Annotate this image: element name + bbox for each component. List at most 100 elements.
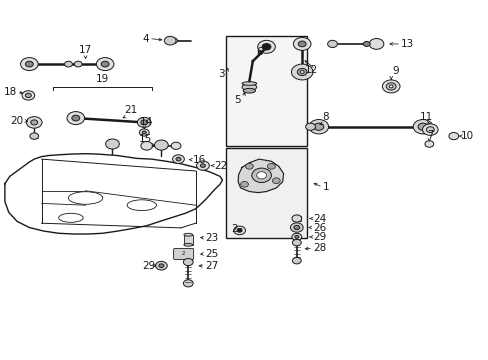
Text: 13: 13 (400, 39, 413, 49)
Circle shape (154, 140, 168, 150)
Text: 2: 2 (181, 251, 185, 256)
Circle shape (292, 239, 301, 246)
Text: 16: 16 (193, 155, 206, 165)
Circle shape (426, 127, 433, 132)
Bar (225, 36, 306, 146)
Text: 20: 20 (10, 116, 23, 126)
Circle shape (25, 93, 31, 98)
Circle shape (240, 181, 248, 187)
Ellipse shape (243, 89, 255, 93)
Ellipse shape (127, 200, 156, 211)
Circle shape (297, 68, 306, 76)
Circle shape (382, 80, 399, 93)
Circle shape (388, 85, 392, 88)
Circle shape (200, 164, 205, 167)
Circle shape (363, 41, 369, 46)
Circle shape (308, 120, 328, 134)
Circle shape (172, 155, 184, 163)
Circle shape (267, 163, 275, 169)
Text: 22: 22 (214, 161, 227, 171)
Polygon shape (5, 154, 222, 234)
Circle shape (25, 61, 33, 67)
Text: 6: 6 (256, 47, 263, 57)
Circle shape (237, 229, 242, 232)
Circle shape (313, 123, 323, 130)
Text: 1: 1 (322, 182, 329, 192)
Circle shape (291, 64, 312, 80)
Text: 18: 18 (4, 87, 17, 97)
Text: 24: 24 (312, 213, 325, 224)
Circle shape (26, 117, 42, 128)
Circle shape (386, 83, 395, 90)
Text: 2: 2 (231, 224, 238, 234)
Bar (183, 235, 192, 245)
Text: 17: 17 (79, 45, 92, 55)
Circle shape (291, 215, 301, 222)
Ellipse shape (242, 84, 256, 90)
Circle shape (22, 91, 35, 100)
Bar (292, 216, 300, 221)
Text: 10: 10 (460, 131, 473, 141)
Circle shape (298, 41, 305, 47)
Ellipse shape (242, 82, 256, 85)
Circle shape (141, 141, 152, 150)
Circle shape (292, 257, 301, 264)
Circle shape (422, 124, 437, 135)
Circle shape (291, 233, 301, 240)
Circle shape (159, 264, 163, 267)
FancyBboxPatch shape (173, 248, 193, 260)
Ellipse shape (59, 213, 83, 222)
Bar (225, 148, 306, 238)
Text: 7: 7 (426, 130, 433, 140)
Circle shape (67, 112, 84, 125)
Circle shape (141, 120, 147, 125)
Text: 28: 28 (312, 243, 325, 253)
Circle shape (300, 71, 304, 73)
Circle shape (293, 37, 310, 50)
Text: 4: 4 (142, 33, 149, 44)
Circle shape (305, 123, 315, 130)
Circle shape (257, 40, 275, 53)
Circle shape (20, 58, 38, 71)
Text: 29: 29 (312, 232, 325, 242)
Circle shape (251, 168, 271, 183)
Circle shape (262, 44, 270, 50)
Circle shape (233, 226, 245, 235)
Circle shape (176, 157, 181, 161)
Circle shape (169, 38, 177, 44)
Text: 15: 15 (139, 134, 152, 144)
Text: 12: 12 (304, 65, 317, 75)
Text: 19: 19 (96, 74, 109, 84)
Text: 3: 3 (218, 69, 224, 79)
Circle shape (368, 39, 383, 49)
Circle shape (196, 161, 209, 170)
Text: 11: 11 (419, 112, 433, 122)
Ellipse shape (183, 233, 192, 236)
Text: 8: 8 (322, 112, 329, 122)
Circle shape (137, 117, 151, 127)
Circle shape (72, 115, 80, 121)
Text: 14: 14 (140, 117, 153, 127)
Text: 23: 23 (205, 233, 218, 243)
Circle shape (164, 36, 176, 45)
Circle shape (448, 132, 458, 140)
Circle shape (31, 120, 38, 125)
Circle shape (74, 61, 82, 67)
Circle shape (256, 172, 266, 179)
Ellipse shape (183, 243, 192, 246)
Circle shape (245, 163, 253, 169)
Circle shape (417, 123, 427, 130)
Circle shape (412, 120, 432, 134)
Circle shape (64, 61, 72, 67)
Circle shape (424, 141, 433, 147)
Text: 5: 5 (234, 95, 241, 105)
Polygon shape (238, 159, 283, 193)
Circle shape (290, 223, 303, 232)
Circle shape (155, 261, 167, 270)
Text: 9: 9 (392, 66, 399, 76)
Circle shape (142, 131, 146, 134)
Circle shape (183, 280, 193, 287)
Circle shape (96, 58, 114, 71)
Circle shape (272, 178, 280, 184)
Circle shape (105, 139, 119, 149)
